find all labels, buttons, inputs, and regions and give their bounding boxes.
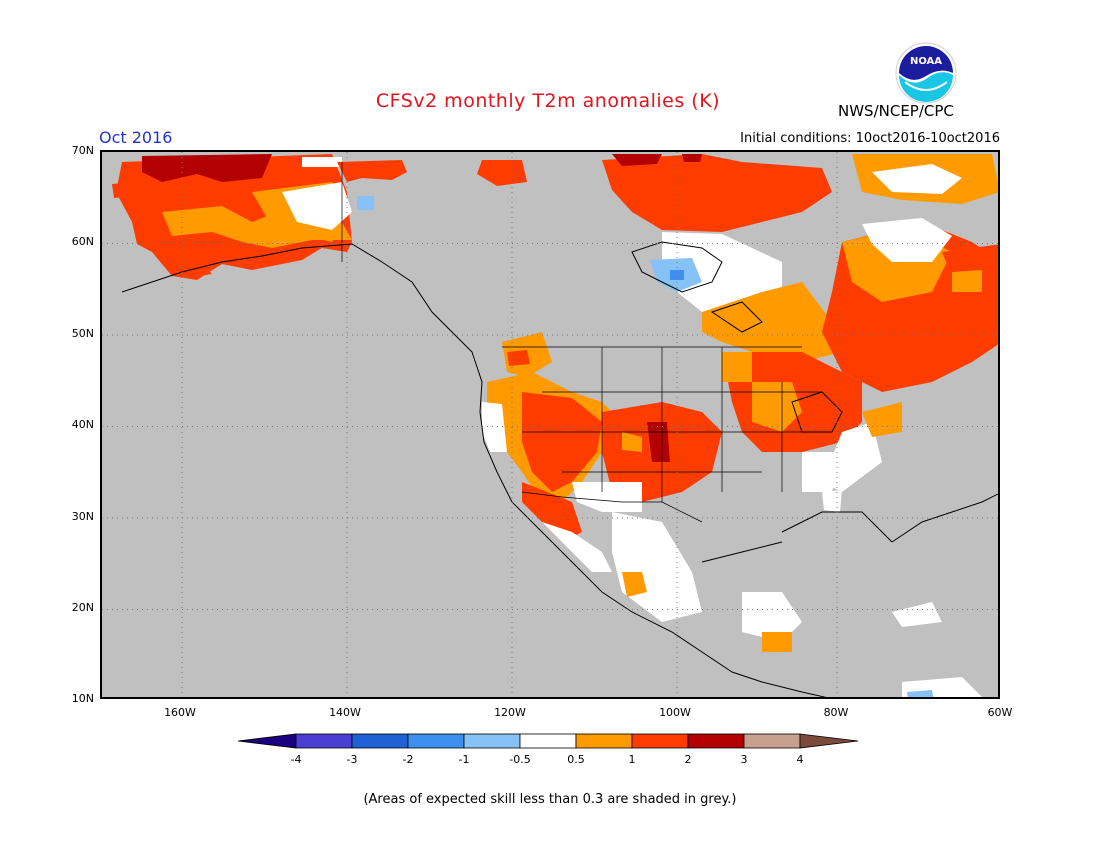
lat-label: 60N bbox=[71, 235, 94, 248]
anomaly-map bbox=[100, 150, 1000, 699]
region-mexico bbox=[522, 482, 982, 697]
map-title: CFSv2 monthly T2m anomalies (K) bbox=[375, 90, 721, 112]
colorbar-swatch bbox=[407, 733, 465, 749]
region-yukon bbox=[337, 160, 407, 210]
colorbar-swatch bbox=[631, 733, 689, 749]
colorbar-arrow-left bbox=[238, 733, 297, 749]
region-north-canada bbox=[477, 154, 998, 232]
colorbar-label: -0.5 bbox=[509, 753, 531, 766]
colorbar-swatch bbox=[687, 733, 745, 749]
map-canvas bbox=[102, 152, 998, 697]
colorbar-label: 1 bbox=[628, 753, 636, 766]
lat-label: 70N bbox=[71, 144, 94, 157]
region-east-canada bbox=[822, 218, 998, 392]
colorbar bbox=[238, 733, 859, 749]
colorbar-label: -4 bbox=[290, 753, 302, 766]
borders bbox=[341, 162, 822, 523]
noaa-logo: NOAA bbox=[895, 42, 957, 104]
lon-label: 60W bbox=[987, 706, 1013, 719]
colorbar-swatch bbox=[575, 733, 633, 749]
lon-label: 140W bbox=[329, 706, 361, 719]
lon-label: 120W bbox=[494, 706, 526, 719]
initial-conditions-label: Initial conditions: 10oct2016-10oct2016 bbox=[740, 131, 1000, 146]
colorbar-swatch bbox=[295, 733, 353, 749]
colorbar-label: 3 bbox=[740, 753, 748, 766]
lat-label: 20N bbox=[71, 601, 94, 614]
region-alaska bbox=[112, 154, 352, 280]
region-central-canada bbox=[650, 232, 842, 362]
colorbar-label: -2 bbox=[402, 753, 414, 766]
colorbar-label: 4 bbox=[796, 753, 804, 766]
colorbar-swatch bbox=[743, 733, 801, 749]
colorbar-label: -1 bbox=[458, 753, 470, 766]
svg-text:NOAA: NOAA bbox=[910, 56, 942, 67]
lat-label: 40N bbox=[71, 418, 94, 431]
month-label: Oct 2016 bbox=[99, 128, 173, 147]
colorbar-label: 2 bbox=[684, 753, 692, 766]
colorbar-swatch bbox=[519, 733, 577, 749]
lat-label: 10N bbox=[71, 692, 94, 705]
skill-footnote: (Areas of expected skill less than 0.3 a… bbox=[363, 792, 737, 807]
grid-lines bbox=[102, 152, 998, 697]
colorbar-swatch bbox=[351, 733, 409, 749]
colorbar-arrow-right bbox=[799, 733, 859, 749]
colorbar-swatch bbox=[463, 733, 521, 749]
lon-label: 80W bbox=[823, 706, 849, 719]
lat-label: 30N bbox=[71, 510, 94, 523]
lon-label: 100W bbox=[659, 706, 691, 719]
lon-label: 160W bbox=[164, 706, 196, 719]
lat-label: 50N bbox=[71, 327, 94, 340]
agency-label: NWS/NCEP/CPC bbox=[838, 102, 954, 120]
colorbar-label: 0.5 bbox=[567, 753, 585, 766]
region-us-west bbox=[482, 332, 622, 502]
colorbar-label: -3 bbox=[346, 753, 358, 766]
